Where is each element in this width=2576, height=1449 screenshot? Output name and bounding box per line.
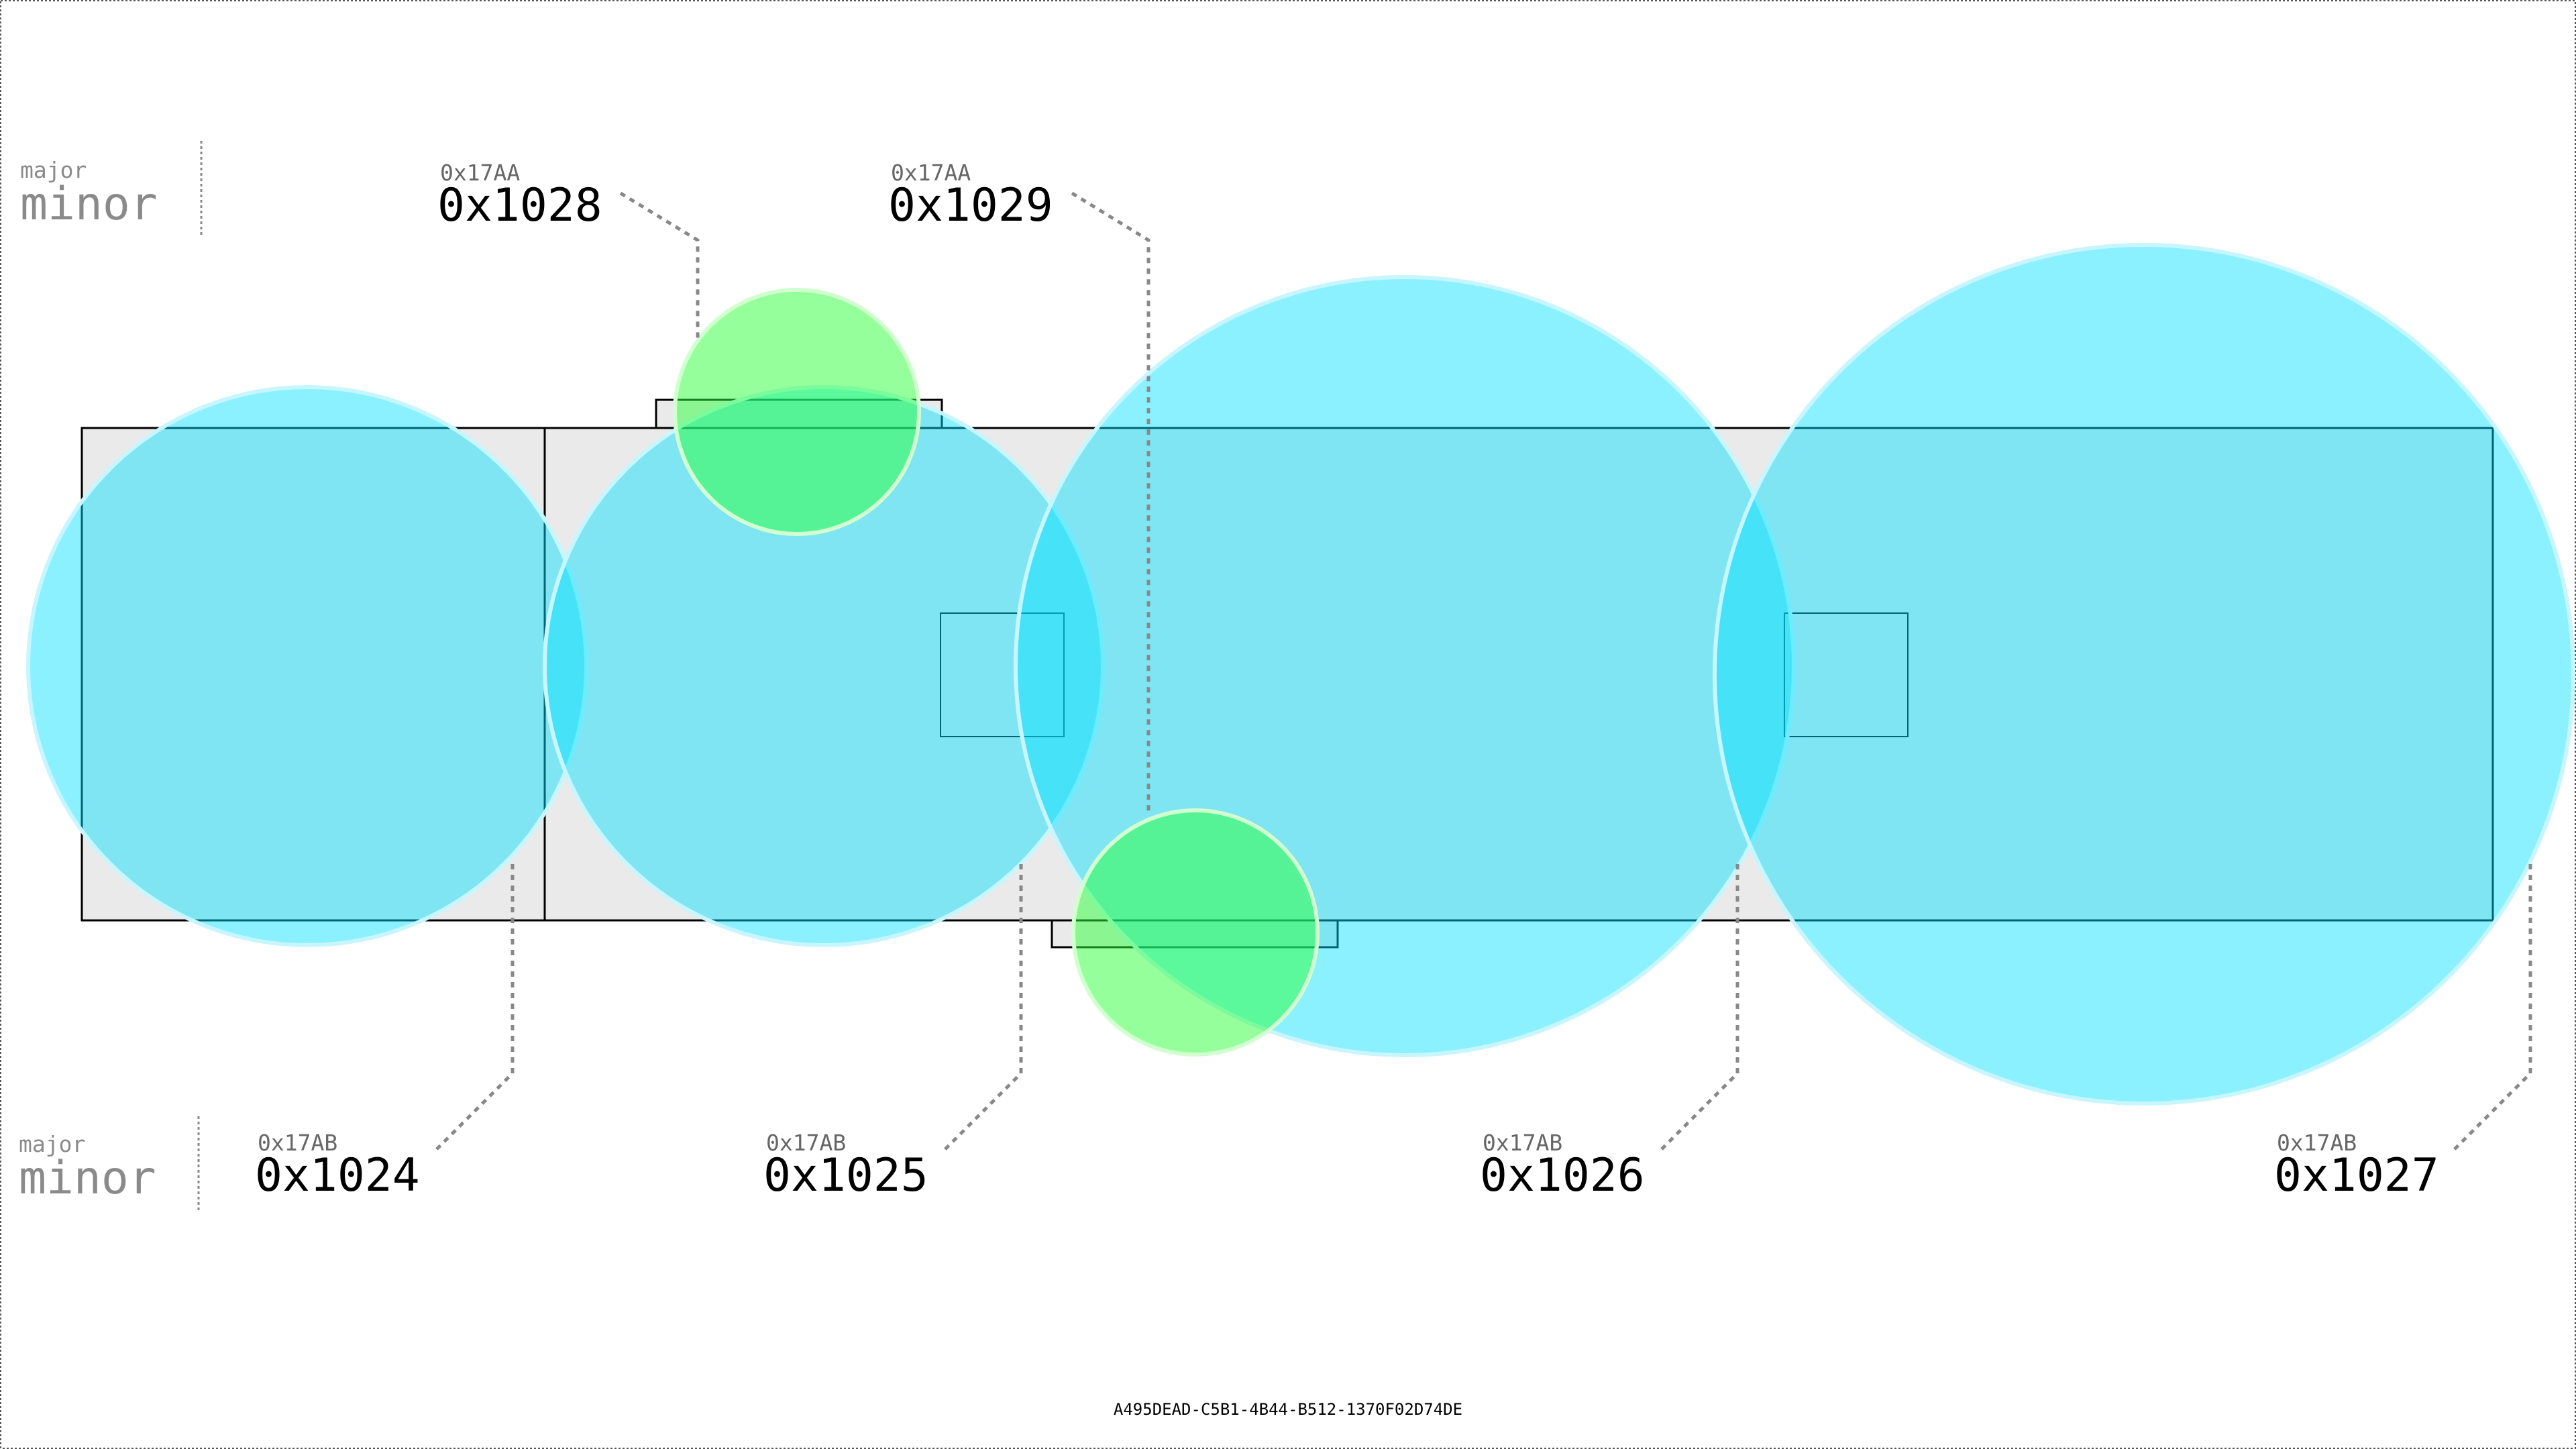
- leader-0x1024: [435, 864, 515, 1151]
- legend-major: major: [20, 157, 87, 183]
- label-minor: 0x1029: [888, 179, 1053, 232]
- label-0x1029: 0x17AA 0x1029: [888, 160, 1053, 232]
- mount-square-2: [1784, 612, 1909, 737]
- label-major: 0x17AA: [891, 160, 971, 186]
- green-circles: [673, 288, 1320, 1057]
- legend-top: major minor: [20, 141, 203, 236]
- label-minor: 0x1028: [437, 179, 602, 232]
- label-0x1027: 0x17AB 0x1027: [2274, 1130, 2439, 1202]
- legend-bottom: major minor: [19, 1116, 200, 1212]
- label-major: 0x17AB: [2277, 1130, 2357, 1156]
- leader-0x1029: [1071, 191, 1150, 813]
- circle-0x1029: [1071, 808, 1320, 1057]
- label-major: 0x17AB: [766, 1130, 846, 1156]
- leader-0x1028: [619, 191, 700, 339]
- label-minor: 0x1026: [1480, 1149, 1645, 1202]
- label-major: 0x17AA: [440, 160, 520, 186]
- board-body: [80, 427, 2494, 922]
- leader-0x1025: [943, 864, 1023, 1151]
- circle-0x1027: [1713, 243, 2575, 1106]
- footer-id: A495DEAD-C5B1-4B44-B512-1370F02D74DE: [1114, 1400, 1462, 1419]
- leader-0x1027: [2453, 864, 2532, 1151]
- leader-lines: [435, 191, 2532, 1151]
- label-minor: 0x1025: [763, 1149, 928, 1202]
- legend-major: major: [19, 1131, 85, 1157]
- label-0x1024: 0x17AB 0x1024: [255, 1130, 420, 1202]
- label-minor: 0x1027: [2274, 1149, 2439, 1202]
- label-0x1028: 0x17AA 0x1028: [437, 160, 602, 232]
- label-0x1025: 0x17AB 0x1025: [763, 1130, 928, 1202]
- circle-0x1024: [26, 385, 588, 947]
- mount-square-1: [940, 612, 1065, 737]
- label-major: 0x17AB: [1483, 1130, 1562, 1156]
- legend-minor: minor: [19, 1152, 156, 1205]
- legend-minor: minor: [20, 178, 158, 231]
- label-0x1026: 0x17AB 0x1026: [1480, 1130, 1645, 1202]
- leader-0x1026: [1660, 864, 1739, 1151]
- label-minor: 0x1024: [255, 1149, 420, 1202]
- label-major: 0x17AB: [258, 1130, 337, 1156]
- circle-0x1028: [673, 288, 921, 536]
